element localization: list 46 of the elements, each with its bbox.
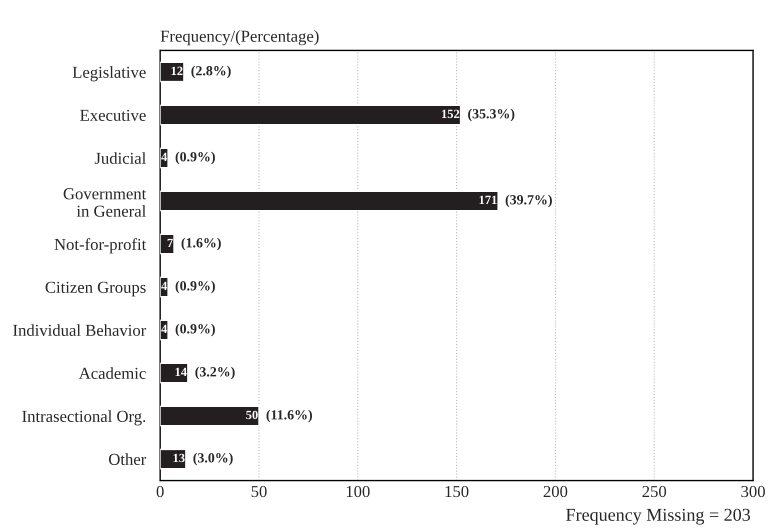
y-tick-label: Government in General [64,188,146,217]
y-tick-label: Intrasectional Org. [22,410,146,426]
x-tick-label: 0 [156,486,164,498]
y-tick-label: Academic [78,367,146,379]
y-tick-label: Individual Behavior [13,324,146,336]
x-tick-label: 250 [642,486,666,498]
annotation: (0.9%) [176,324,215,336]
y-tick-label: Other [109,453,146,465]
data-label: 14 [176,368,187,376]
bar [160,362,189,384]
bar [160,406,260,426]
data-label: 4 [161,282,168,290]
y-tick-label: Citizen Groups [46,282,146,296]
annotation: (39.7%) [506,194,552,208]
y-tick-label: Not-for-profit [54,238,146,254]
bar [160,234,175,254]
data-label: 171 [480,196,497,204]
data-label: 4 [161,152,168,161]
data-label: 152 [442,110,460,118]
x-tick-label: 50 [252,486,267,498]
x-tick-label: 300 [741,486,765,498]
annotation: (0.9%) [176,152,215,164]
bar [160,62,185,82]
annotation: (0.9%) [176,280,215,294]
bar [160,190,499,212]
x-tick-label: 200 [544,486,568,498]
data-label: 7 [168,238,173,247]
annotation: (1.6%) [182,238,221,250]
x-tick-label: 150 [446,486,468,498]
data-label: 13 [174,454,185,462]
data-label: 12 [172,66,183,75]
data-label: 4 [161,324,168,334]
annotation: (11.6%) [266,410,312,422]
x-axis-title: Frequency/(Percentage) [160,30,319,46]
y-tick-label: Executive [80,110,146,121]
bar [160,104,462,126]
annotation: (2.8%) [191,66,231,78]
y-tick-label: Judicial [94,152,146,164]
data-label: 50 [246,410,258,420]
annotation: (3.2%) [195,366,235,380]
x-tick-label: 100 [346,486,370,498]
annotation: (35.3%) [468,108,514,122]
annotation: (3.0%) [193,452,233,466]
y-tick-label: Legislative [72,66,146,82]
bar [160,448,187,470]
text: Frequency Missing = 203 [566,508,750,525]
